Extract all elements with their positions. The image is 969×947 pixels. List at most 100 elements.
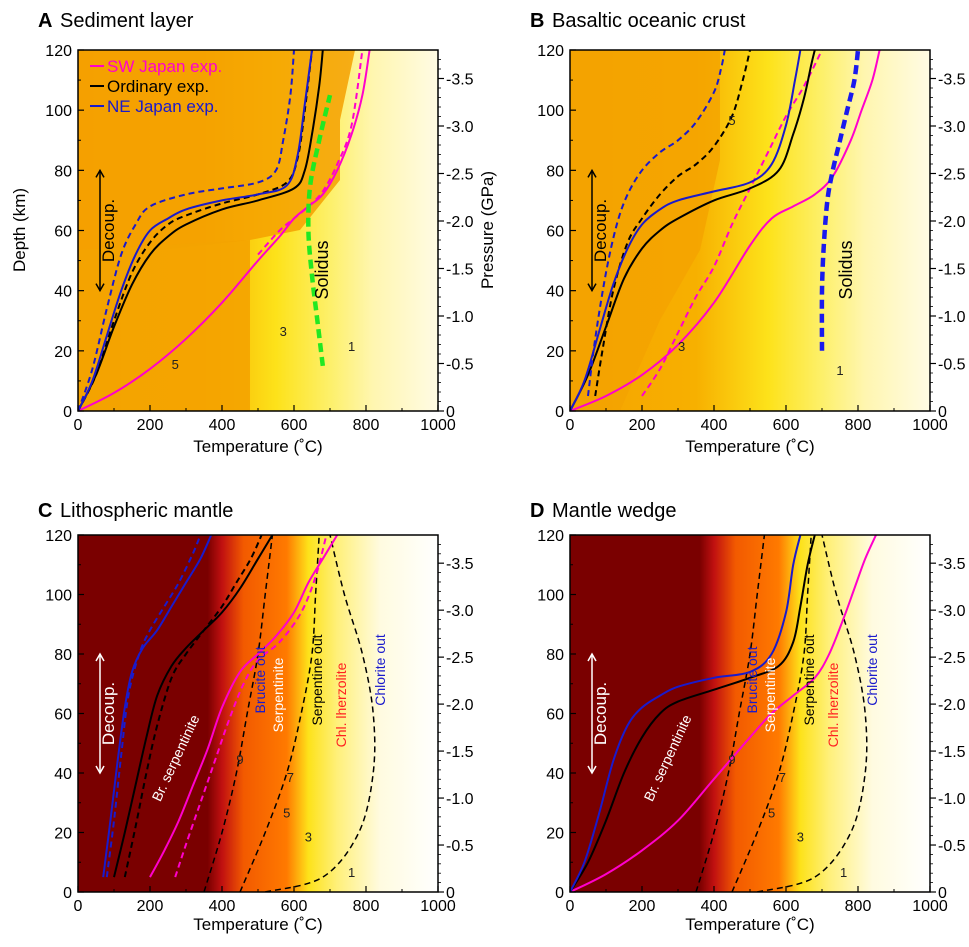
decoupling-arrowhead-top [95, 168, 105, 178]
y-tick-label: 80 [54, 647, 72, 664]
y2-tick-label: -3.5 [446, 556, 474, 573]
panel-a-letter: A [38, 10, 52, 32]
field-label-3: 5 [172, 357, 179, 372]
panel-c-label-chl-lherzolite: Chl. lherzolite [333, 662, 349, 747]
y-tick-label: 120 [537, 528, 564, 545]
x-tick-label: 800 [353, 417, 380, 434]
field-label-3: 5 [283, 806, 290, 821]
legend-ordinary: Ordinary exp. [107, 77, 209, 96]
series-line-2 [174, 535, 328, 878]
y2-tick-label: -0.5 [446, 357, 474, 374]
y2-tick-label: -2.5 [938, 650, 966, 667]
panel-a-background [78, 50, 438, 411]
panel-b-letter: B [530, 10, 544, 32]
panel-d-title: Mantle wedge [552, 500, 677, 522]
series-line-4 [594, 50, 751, 397]
y2-tick-label: -3.0 [446, 603, 474, 620]
y2-tick-label: -1.0 [938, 791, 966, 808]
x-tick-label: 200 [629, 898, 656, 915]
panel-d-label-serpentine-out: Serpentine out [801, 634, 817, 725]
panel-b: 135 Decoup.0 200 400 600 800 1000020406080100… [478, 10, 966, 456]
y-tick-label: 80 [546, 647, 564, 664]
y-tick-label: 0 [555, 885, 564, 902]
y-tick-label: 20 [54, 344, 72, 361]
series-line-4 [123, 535, 263, 878]
field-label-3: 5 [728, 113, 735, 128]
decoupling-arrowhead-bottom [587, 283, 597, 293]
field-label-5: 1 [840, 865, 847, 880]
series-line-7 [306, 94, 333, 367]
panel-c-axes: Decoup.0 200 400 600 800 10000204060801001200… [45, 528, 473, 915]
y2-tick-label: -3.0 [446, 119, 474, 136]
decoupling-label: Decoup. [591, 682, 610, 745]
y2-tick-label: -1.0 [938, 309, 966, 326]
series-line-6 [78, 50, 295, 411]
decoupling-arrowhead-bottom [95, 765, 105, 775]
x-tick-label: 800 [845, 417, 872, 434]
panel-d-axes: Decoup.0 200 400 600 800 10000204060801001200… [537, 528, 965, 915]
y-tick-label: 120 [537, 43, 564, 60]
field-label-2: 3 [678, 339, 685, 354]
decoupling-arrowhead-top [95, 652, 105, 662]
x-tick-label: 1000 [420, 417, 456, 434]
y2-tick-label: -2.0 [938, 214, 966, 231]
panel-d-xlabel: Temperature (˚C) [685, 915, 814, 934]
x-tick-label: 0 [566, 417, 575, 434]
y2-tick-label: -2.0 [938, 697, 966, 714]
legend-sw: SW Japan exp. [107, 57, 222, 76]
x-tick-label: 0 [74, 417, 83, 434]
panel-c-xlabel: Temperature (˚C) [193, 915, 322, 934]
panel-d-plot: 9 7 5 3 1 [570, 535, 877, 892]
y2-tick-label: -3.5 [938, 556, 966, 573]
panel-a-xlabel: Temperature (˚C) [193, 437, 322, 456]
y-tick-label: 40 [54, 284, 72, 301]
panel-d-label-chlorite-out: Chlorite out [864, 634, 880, 706]
y2-tick-label: -3.5 [938, 72, 966, 89]
y2-tick-label: -1.0 [446, 791, 474, 808]
y-tick-label: 40 [546, 284, 564, 301]
panel-d-background [570, 535, 930, 892]
series-line-5 [102, 535, 213, 878]
panel-b-xlabel: Temperature (˚C) [685, 437, 814, 456]
field-label-1: 9 [236, 752, 243, 767]
decoupling-arrowhead-top [587, 168, 597, 178]
y2-tick-label: -3.5 [446, 72, 474, 89]
panel-b-solidus-label: Solidus [836, 240, 856, 299]
x-tick-label: 200 [629, 417, 656, 434]
panel-a-plot: 1 3 5 [78, 50, 371, 411]
panel-c-plot: 9 7 53 1 [102, 535, 376, 892]
y-tick-label: 0 [555, 404, 564, 421]
x-tick-label: 200 [137, 898, 164, 915]
panel-c-label-serpentine-out: Serpentine out [309, 634, 325, 725]
field-label-2: 7 [779, 770, 786, 785]
field-label-5: 1 [348, 865, 355, 880]
field-label-4: 3 [797, 829, 804, 844]
y2-tick-label: -1.5 [446, 262, 474, 279]
x-tick-label: 400 [701, 417, 728, 434]
y2-tick-label: 0 [938, 404, 947, 421]
y2-tick-label: -2.0 [446, 697, 474, 714]
series-line-6 [587, 50, 726, 397]
legend-ne: NE Japan exp. [107, 97, 219, 116]
panel-c-label-brucite-out: Brucite out [252, 646, 268, 713]
y2-tick-label: -1.0 [446, 309, 474, 326]
y2-tick-label: -0.5 [446, 838, 474, 855]
phase-boundary-1 [203, 535, 274, 892]
phase-boundary-1 [695, 535, 766, 892]
panel-a-solidus-label: Solidus [312, 240, 332, 299]
x-tick-label: 600 [281, 898, 308, 915]
x-tick-label: 0 [566, 898, 575, 915]
series-line-2 [257, 50, 364, 256]
phase-boundary-2 [239, 535, 320, 892]
y2-tick-label: 0 [446, 404, 455, 421]
panel-d-label-chl-lherzolite: Chl. lherzolite [825, 662, 841, 747]
y2-tick-label: -2.5 [938, 167, 966, 184]
x-tick-label: 200 [137, 417, 164, 434]
series-line-6 [105, 535, 202, 878]
phase-boundary-2 [731, 535, 812, 892]
series-line-5 [570, 50, 802, 411]
series-line-7 [819, 50, 861, 351]
